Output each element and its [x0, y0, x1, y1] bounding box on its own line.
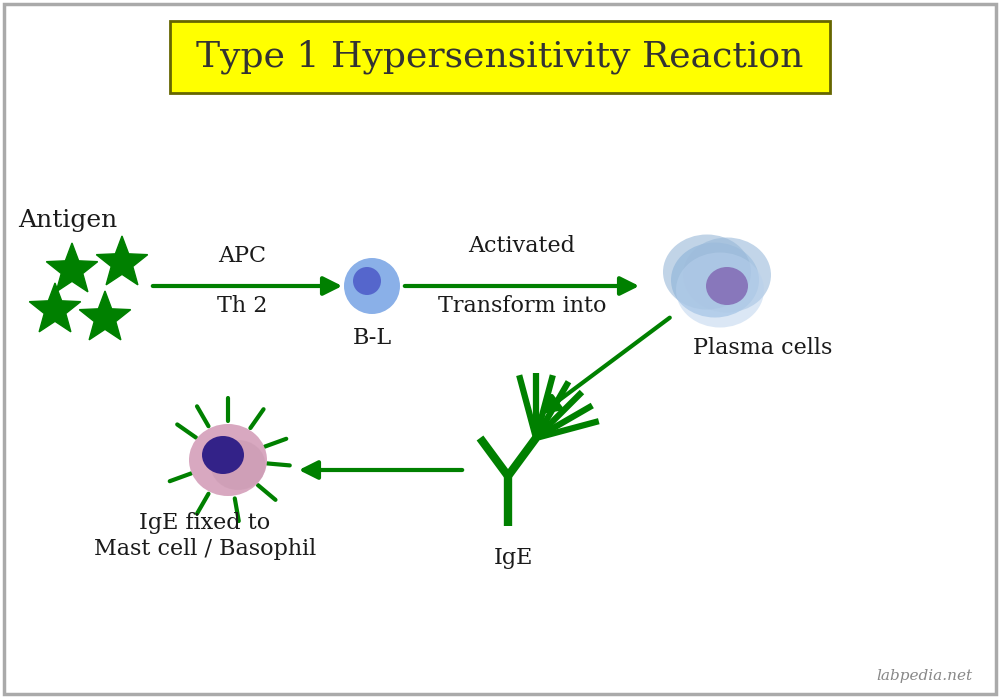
Ellipse shape — [353, 267, 381, 295]
Text: Antigen: Antigen — [18, 209, 117, 232]
Ellipse shape — [189, 424, 267, 496]
Ellipse shape — [663, 235, 751, 309]
Ellipse shape — [676, 253, 764, 327]
Text: IgE fixed to
Mast cell / Basophil: IgE fixed to Mast cell / Basophil — [94, 512, 316, 560]
Ellipse shape — [202, 436, 244, 474]
Text: labpedia.net: labpedia.net — [876, 669, 972, 683]
Ellipse shape — [211, 440, 266, 490]
Polygon shape — [29, 283, 81, 332]
FancyBboxPatch shape — [170, 21, 830, 93]
Text: APC: APC — [218, 245, 266, 267]
Polygon shape — [46, 243, 98, 292]
Text: IgE: IgE — [493, 547, 533, 569]
Ellipse shape — [671, 242, 759, 318]
Ellipse shape — [683, 237, 771, 313]
Text: Th 2: Th 2 — [217, 295, 267, 317]
Ellipse shape — [344, 258, 400, 314]
Text: Type 1 Hypersensitivity Reaction: Type 1 Hypersensitivity Reaction — [196, 39, 804, 74]
Polygon shape — [79, 291, 131, 340]
Polygon shape — [96, 236, 148, 285]
Text: B-L: B-L — [352, 327, 392, 349]
Text: Activated: Activated — [468, 235, 576, 257]
Text: Plasma cells: Plasma cells — [693, 337, 833, 359]
Text: Transform into: Transform into — [438, 295, 606, 317]
Ellipse shape — [706, 267, 748, 305]
